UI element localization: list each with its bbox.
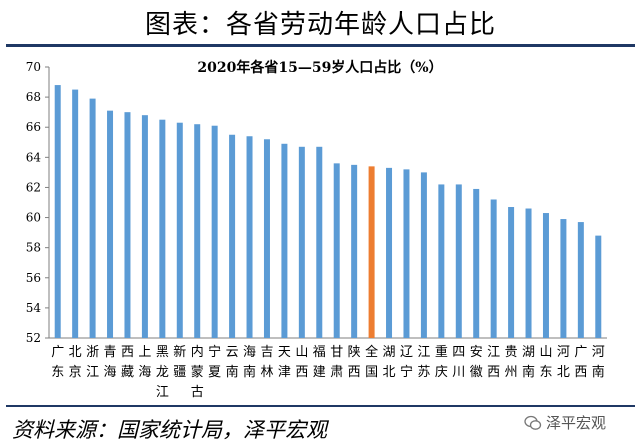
bar-海南 bbox=[246, 136, 253, 338]
x-tick-label: 上海 bbox=[138, 345, 151, 380]
bar-云南 bbox=[229, 134, 236, 338]
watermark-text: 泽平宏观 bbox=[546, 414, 607, 432]
x-axis-labels: 广东北京浙江青海西藏上海黑龙江新疆内蒙古宁夏云南海南吉林天津山西福建甘肃陕西全国… bbox=[51, 344, 605, 400]
y-tick-label: 56 bbox=[26, 271, 41, 285]
bar-广西 bbox=[577, 222, 584, 338]
x-tick-label: 河南 bbox=[592, 345, 605, 380]
x-tick-label: 内蒙古 bbox=[191, 344, 204, 400]
x-tick-label: 四川 bbox=[452, 345, 465, 380]
bar-重庆 bbox=[438, 184, 445, 338]
bar-甘肃 bbox=[333, 163, 340, 338]
x-tick-label: 海南 bbox=[243, 345, 256, 380]
bar-天津 bbox=[281, 143, 288, 338]
bar-北京 bbox=[72, 89, 79, 338]
y-tick-label: 52 bbox=[26, 331, 41, 345]
wechat-icon bbox=[524, 415, 542, 430]
bar-chart: 2020年各省15—59岁人口占比（%） 52 54 56 58 60 62 64 66 68 7… bbox=[26, 59, 607, 400]
y-tick-label: 64 bbox=[26, 150, 42, 164]
y-tick-label: 62 bbox=[26, 180, 41, 194]
x-tick-label: 北京 bbox=[69, 345, 82, 380]
title-divider bbox=[6, 44, 635, 47]
y-tick-label: 58 bbox=[26, 241, 41, 255]
bar-贵州 bbox=[508, 207, 515, 338]
x-tick-label: 甘肃 bbox=[330, 345, 343, 380]
x-tick-label: 河北 bbox=[557, 345, 570, 380]
watermark: 泽平宏观 bbox=[524, 412, 606, 433]
x-tick-label: 福建 bbox=[313, 345, 326, 380]
y-tick-label: 68 bbox=[26, 90, 41, 104]
x-tick-label: 广东 bbox=[51, 345, 64, 380]
x-tick-label: 贵州 bbox=[505, 345, 518, 380]
bar-陕西 bbox=[351, 164, 358, 338]
bar-江苏 bbox=[420, 172, 427, 338]
x-tick-label: 吉林 bbox=[260, 345, 273, 380]
bar-西藏 bbox=[124, 112, 131, 339]
x-tick-label: 黑龙江 bbox=[156, 345, 169, 400]
bar-河南 bbox=[595, 235, 602, 338]
x-tick-label: 安徽 bbox=[470, 345, 483, 380]
bar-河北 bbox=[560, 219, 567, 338]
y-tick-label: 66 bbox=[26, 120, 41, 134]
bars-group bbox=[54, 85, 602, 339]
x-tick-label: 全国 bbox=[365, 344, 378, 380]
x-tick-label: 湖北 bbox=[383, 345, 396, 380]
y-tick-label: 54 bbox=[26, 301, 42, 315]
x-tick-label: 山西 bbox=[295, 345, 308, 380]
bar-新疆 bbox=[176, 122, 183, 338]
x-tick-label: 湖南 bbox=[522, 345, 535, 380]
source-divider bbox=[6, 405, 635, 407]
x-tick-label: 江苏 bbox=[417, 345, 430, 380]
bar-浙江 bbox=[89, 98, 96, 338]
x-tick-label: 青海 bbox=[104, 345, 117, 380]
chart-title: 2020年各省15—59岁人口占比（%） bbox=[197, 59, 442, 76]
bar-福建 bbox=[316, 146, 323, 338]
bar-江西 bbox=[490, 199, 497, 338]
page-title: 图表：各省劳动年龄人口占比 bbox=[144, 10, 496, 40]
bar-安徽 bbox=[473, 188, 480, 338]
bar-湖北 bbox=[386, 167, 393, 338]
y-tick-label: 70 bbox=[26, 60, 41, 74]
bar-黑龙江 bbox=[159, 119, 166, 338]
bar-吉林 bbox=[263, 139, 270, 338]
y-tick-label: 60 bbox=[26, 211, 41, 225]
bar-内蒙古 bbox=[194, 124, 201, 338]
x-tick-label: 山东 bbox=[539, 345, 552, 380]
x-tick-label: 宁夏 bbox=[208, 344, 221, 380]
bar-山东 bbox=[542, 213, 549, 338]
bar-广东 bbox=[54, 85, 61, 338]
source-note: 资料来源：国家统计局，泽平宏观 bbox=[12, 418, 327, 442]
x-tick-label: 浙江 bbox=[86, 345, 99, 380]
x-tick-label: 新疆 bbox=[173, 344, 186, 380]
bar-宁夏 bbox=[211, 125, 218, 338]
x-tick-label: 云南 bbox=[226, 345, 239, 380]
x-tick-label: 重庆 bbox=[435, 344, 448, 380]
bar-四川 bbox=[455, 184, 462, 338]
x-tick-label: 辽宁 bbox=[400, 345, 413, 380]
bar-辽宁 bbox=[403, 169, 410, 338]
bar-上海 bbox=[141, 115, 148, 338]
bar-全国 bbox=[368, 166, 375, 338]
bar-山西 bbox=[298, 146, 305, 338]
x-tick-label: 天津 bbox=[278, 345, 291, 380]
bar-湖南 bbox=[525, 208, 532, 338]
x-tick-label: 江西 bbox=[487, 345, 500, 380]
x-tick-label: 陕西 bbox=[348, 345, 361, 380]
x-tick-label: 广西 bbox=[574, 345, 587, 380]
bar-青海 bbox=[107, 110, 114, 339]
x-tick-label: 西藏 bbox=[121, 345, 134, 380]
